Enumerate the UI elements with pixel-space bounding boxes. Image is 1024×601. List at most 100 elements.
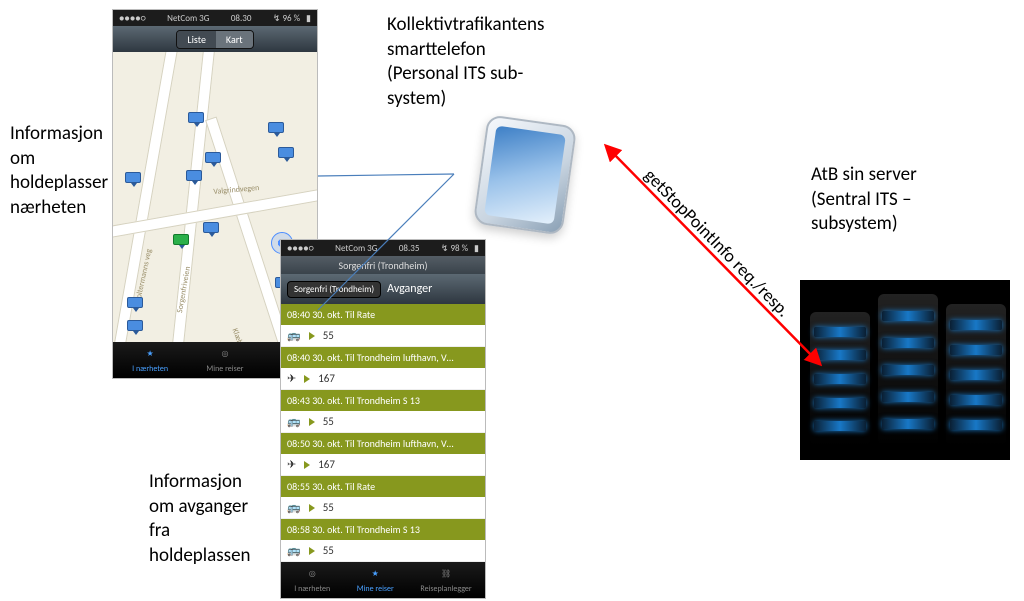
departure-header: 08:40 30. okt. Til Trondheim lufthavn, V…	[281, 347, 485, 368]
circle-icon: ◎	[217, 346, 233, 362]
circle-icon: ◎	[304, 566, 320, 582]
departure-row[interactable]: ✈167	[281, 454, 485, 476]
line-number: 55	[323, 544, 334, 557]
server-label: AtB sin server (Sentral ITS – subsystem)	[811, 163, 917, 237]
carrier-text: NetCom 3G	[167, 13, 209, 24]
signal-icon: ●●●●○	[287, 243, 314, 254]
line-number: 55	[323, 501, 334, 514]
server-slot	[950, 345, 1002, 355]
clock-text: 08.35	[399, 243, 420, 254]
server-slot	[882, 419, 934, 429]
chevron-right-icon	[304, 461, 310, 469]
server-slot	[882, 338, 934, 348]
departure-header: 08:58 30. okt. Til Trondheim S 13	[281, 519, 485, 540]
plane-icon: ✈	[287, 372, 296, 385]
departure-row[interactable]: ✈ 167	[281, 368, 485, 390]
departure-header: 08:40 30. okt. Til Rate	[281, 304, 485, 325]
road-name: Valgrindvegen	[213, 183, 260, 197]
line-number: 55	[323, 329, 334, 342]
server-rack	[878, 294, 938, 446]
star-icon: ★	[367, 566, 383, 582]
departures-list[interactable]: 08:40 30. okt. Til Rate 🚌 55 08:40 30. okt.…	[281, 304, 485, 562]
bus-stop-icon[interactable]	[205, 152, 221, 163]
departure-header: 08:50 30. okt. Til Trondheim lufthavn, V…	[281, 433, 485, 454]
departure-row[interactable]: 🚌 55	[281, 540, 485, 562]
chevron-right-icon	[309, 418, 315, 426]
bus-stop-icon[interactable]	[268, 122, 284, 133]
server-slot	[882, 392, 934, 402]
signal-icon: ●●●●○	[119, 13, 146, 24]
road-name: Klæbuveien	[230, 327, 252, 342]
tab-label: Mine reiser	[206, 364, 243, 374]
server-slot	[814, 374, 866, 384]
bus-stop-icon[interactable]	[127, 320, 143, 331]
tab-label: I nærheten	[132, 364, 168, 374]
tab-bar: ◎ I nærheten ★ Mine reiser ⛓ Reiseplanlegger	[281, 562, 485, 598]
map-info-label: Informasjon om holdeplasser i nærheten	[10, 122, 117, 221]
departure-row[interactable]: 🚌 55	[281, 325, 485, 347]
line-number: 167	[318, 372, 335, 385]
departure-row[interactable]: 🚌 55	[281, 411, 485, 433]
battery-icon: ▮	[474, 243, 479, 254]
tab-i-nærheten[interactable]: ★ I nærheten	[132, 346, 168, 374]
departure-row[interactable]: 🚌 55	[281, 497, 485, 519]
carrier-text: NetCom 3G	[335, 243, 377, 254]
server-slot	[950, 370, 1002, 380]
seg-kart[interactable]: Kart	[216, 31, 253, 48]
dep-info-label: Informasjon om avganger fra holdeplassen	[149, 470, 251, 569]
nav-row: Sorgenfri (Trondheim) Avganger	[281, 274, 485, 304]
server-slot	[814, 350, 866, 360]
status-bar: ●●●●○ NetCom 3G 08.30 ↯ 96 % ▮	[113, 10, 317, 26]
bus-icon: 🚌	[287, 329, 301, 342]
server-slot	[950, 395, 1002, 405]
chevron-right-icon	[309, 547, 315, 555]
road	[113, 52, 179, 342]
server-slot	[882, 311, 934, 321]
smartphone-illustration	[420, 110, 610, 240]
tab-mine-reiser[interactable]: ★ Mine reiser	[357, 566, 394, 594]
back-button[interactable]: Sorgenfri (Trondheim)	[287, 281, 381, 298]
bus-stop-icon[interactable]	[173, 234, 189, 245]
line-number: 167	[318, 458, 335, 471]
bus-stop-icon[interactable]	[186, 170, 202, 181]
server-slot	[950, 320, 1002, 330]
request-response-label: getStopPointInfo req./resp.	[640, 164, 795, 321]
server-slot	[814, 398, 866, 408]
bus-stop-icon[interactable]	[278, 147, 294, 158]
bus-icon: 🚌	[287, 501, 301, 514]
battery-text: ↯ 98 %	[441, 243, 468, 254]
tab-label: I nærheten	[294, 584, 330, 594]
bus-stop-icon[interactable]	[203, 222, 219, 233]
server-rack	[810, 312, 870, 446]
status-bar: ●●●●○ NetCom 3G 08.35 ↯ 98 % ▮	[281, 240, 485, 256]
tab-reiseplanlegger[interactable]: ⛓ Reiseplanlegger	[420, 566, 471, 594]
line-number: 55	[323, 415, 334, 428]
bus-icon: 🚌	[287, 544, 301, 557]
bus-stop-icon[interactable]	[125, 172, 141, 183]
server-slot	[814, 327, 866, 337]
tab-i-nærheten[interactable]: ◎ I nærheten	[294, 566, 330, 594]
bus-icon: 🚌	[287, 415, 301, 428]
page-title: Avganger	[387, 282, 432, 296]
star-icon: ★	[142, 346, 158, 362]
departures-phone: ●●●●○ NetCom 3G 08.35 ↯ 98 % ▮ Sorgenfri…	[280, 239, 486, 599]
chevron-right-icon	[304, 375, 310, 383]
seg-liste[interactable]: Liste	[177, 31, 216, 48]
server-illustration	[800, 280, 1010, 460]
tab-label: Mine reiser	[357, 584, 394, 594]
chevron-right-icon	[309, 332, 315, 340]
server-slot	[882, 365, 934, 375]
segmented-control[interactable]: Liste Kart	[176, 30, 253, 49]
tab-mine-reiser[interactable]: ◎ Mine reiser	[206, 346, 243, 374]
departure-header: 08:55 30. okt. Til Rate	[281, 476, 485, 497]
bus-stop-icon[interactable]	[188, 112, 204, 123]
bus-stop-icon[interactable]	[127, 297, 143, 308]
battery-text: ↯ 96 %	[273, 13, 300, 24]
segmented-toolbar: Liste Kart	[113, 26, 317, 52]
server-rack	[946, 304, 1006, 446]
battery-icon: ▮	[306, 13, 311, 24]
tab-label: Reiseplanlegger	[420, 584, 471, 594]
server-slot	[814, 421, 866, 431]
phone-label: Kollektivtrafikantens smarttelefon (Pers…	[387, 13, 544, 112]
circle-icon: ⛓	[438, 566, 454, 582]
